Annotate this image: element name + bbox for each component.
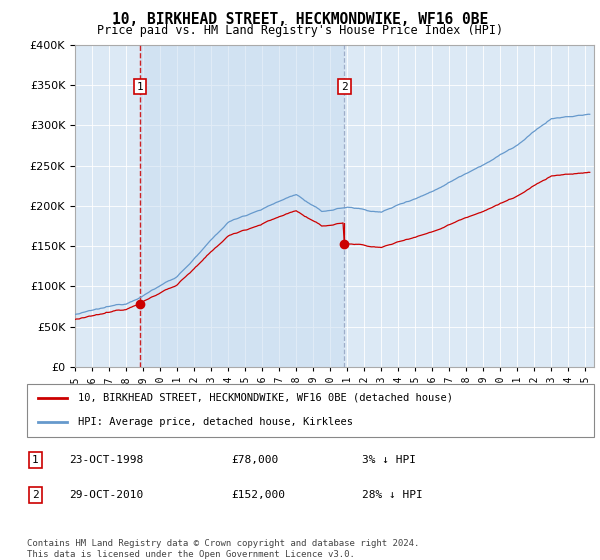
Text: 3% ↓ HPI: 3% ↓ HPI: [362, 455, 416, 465]
Text: Contains HM Land Registry data © Crown copyright and database right 2024.
This d: Contains HM Land Registry data © Crown c…: [27, 539, 419, 559]
Text: 29-OCT-2010: 29-OCT-2010: [70, 490, 144, 500]
Text: 2: 2: [341, 82, 348, 92]
Text: 1: 1: [137, 82, 143, 92]
Text: Price paid vs. HM Land Registry's House Price Index (HPI): Price paid vs. HM Land Registry's House …: [97, 24, 503, 36]
FancyBboxPatch shape: [27, 384, 594, 437]
Text: HPI: Average price, detached house, Kirklees: HPI: Average price, detached house, Kirk…: [78, 417, 353, 427]
Text: 1: 1: [32, 455, 39, 465]
Bar: [140, 45, 344, 367]
Text: 10, BIRKHEAD STREET, HECKMONDWIKE, WF16 0BE (detached house): 10, BIRKHEAD STREET, HECKMONDWIKE, WF16 …: [78, 393, 453, 403]
Text: £152,000: £152,000: [231, 490, 285, 500]
Text: 2: 2: [32, 490, 39, 500]
Text: 10, BIRKHEAD STREET, HECKMONDWIKE, WF16 0BE: 10, BIRKHEAD STREET, HECKMONDWIKE, WF16 …: [112, 12, 488, 27]
Text: £78,000: £78,000: [231, 455, 278, 465]
Text: 28% ↓ HPI: 28% ↓ HPI: [362, 490, 422, 500]
Text: 23-OCT-1998: 23-OCT-1998: [70, 455, 144, 465]
